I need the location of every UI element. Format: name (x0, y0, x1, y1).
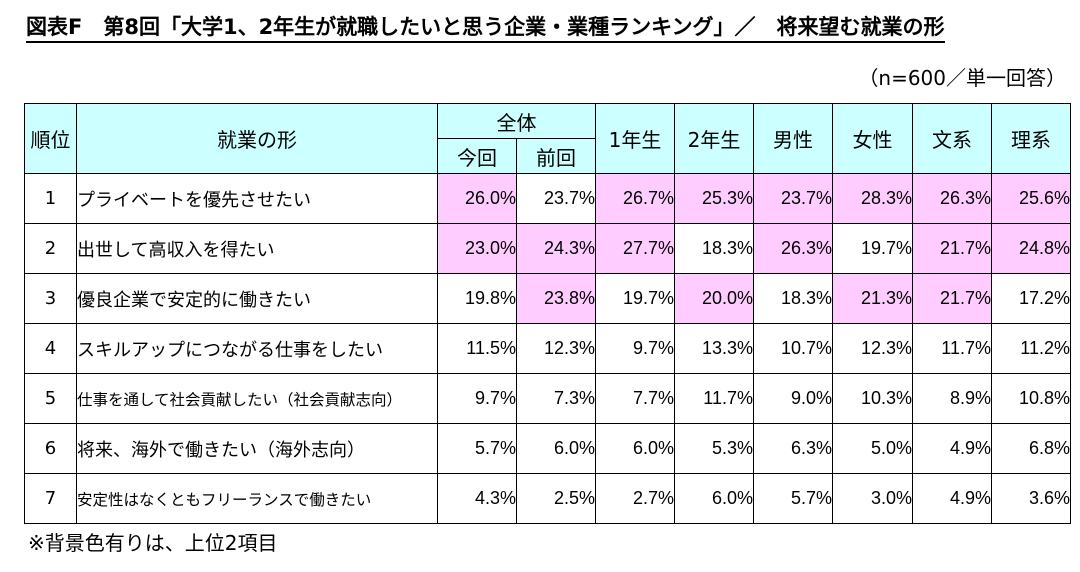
sample-size-note: （n=600／単一回答） (858, 66, 1066, 90)
value-cell: 9.7% (437, 373, 517, 424)
header-year1: 1年生 (595, 103, 675, 174)
value-cell: 10.8% (991, 373, 1071, 424)
value-cell: 25.6% (991, 173, 1071, 224)
table-row: 2 出世して高収入を得たい 23.0% 24.3% 27.7% 18.3% 26.3% 19.… (24, 223, 1071, 274)
value-cell: 10.3% (832, 373, 913, 424)
value-cell: 21.3% (832, 273, 913, 324)
form-cell: 仕事を通して社会貢献したい（社会貢献志向） (76, 373, 438, 424)
rank-cell: 7 (24, 473, 77, 524)
header-female: 女性 (832, 103, 913, 174)
form-cell: 優良企業で安定的に働きたい (76, 273, 438, 324)
value-cell: 3.0% (832, 473, 913, 524)
value-cell: 18.3% (753, 273, 833, 324)
value-cell: 26.3% (753, 223, 833, 274)
value-cell: 24.8% (991, 223, 1071, 274)
value-cell: 23.8% (516, 273, 596, 324)
value-cell: 13.3% (674, 323, 754, 374)
value-cell: 26.0% (437, 173, 517, 224)
value-cell: 19.7% (832, 223, 913, 274)
value-cell: 21.7% (912, 273, 992, 324)
rank-cell: 5 (24, 373, 77, 424)
rank-cell: 4 (24, 323, 77, 374)
value-cell: 23.7% (516, 173, 596, 224)
value-cell: 26.7% (595, 173, 675, 224)
value-cell: 12.3% (516, 323, 596, 374)
value-cell: 9.7% (595, 323, 675, 374)
value-cell: 4.3% (437, 473, 517, 524)
value-cell: 18.3% (674, 223, 754, 274)
table-row: 5 仕事を通して社会貢献したい（社会貢献志向） 9.7% 7.3% 7.7% 11.7% 9… (24, 373, 1071, 424)
table-row: 4 スキルアップにつながる仕事をしたい 11.5% 12.3% 9.7% 13.3% 10.… (24, 323, 1071, 374)
rank-cell: 2 (24, 223, 77, 274)
value-cell: 25.3% (674, 173, 754, 224)
header-humanities: 文系 (912, 103, 992, 174)
value-cell: 6.0% (674, 473, 754, 524)
form-cell: スキルアップにつながる仕事をしたい (76, 323, 438, 374)
value-cell: 11.2% (991, 323, 1071, 374)
header-rank: 順位 (24, 103, 77, 174)
value-cell: 6.8% (991, 423, 1071, 474)
header-previous: 前回 (516, 138, 596, 174)
form-cell: 将来、海外で働きたい（海外志向） (76, 423, 438, 474)
value-cell: 4.9% (912, 423, 992, 474)
table-row: 3 優良企業で安定的に働きたい 19.8% 23.8% 19.7% 20.0% 18.3% 2… (24, 273, 1071, 324)
value-cell: 27.7% (595, 223, 675, 274)
value-cell: 8.9% (912, 373, 992, 424)
ranking-table: 順位 就業の形 全体 1年生 2年生 男性 女性 文系 理系 今回 前回 1 プラ… (24, 103, 1071, 524)
value-cell: 11.7% (674, 373, 754, 424)
value-cell: 5.7% (753, 473, 833, 524)
value-cell: 21.7% (912, 223, 992, 274)
value-cell: 6.0% (516, 423, 596, 474)
rank-cell: 1 (24, 173, 77, 224)
value-cell: 2.7% (595, 473, 675, 524)
table-body: 1 プライベートを優先させたい 26.0% 23.7% 26.7% 25.3% 23.7% 2… (24, 173, 1071, 524)
rank-cell: 3 (24, 273, 77, 324)
table-row: 7 安定性はなくともフリーランスで働きたい 4.3% 2.5% 2.7% 6.0% 5.7%… (24, 473, 1071, 524)
value-cell: 6.3% (753, 423, 833, 474)
value-cell: 7.3% (516, 373, 596, 424)
value-cell: 17.2% (991, 273, 1071, 324)
header-overall: 全体 (437, 103, 596, 139)
value-cell: 28.3% (832, 173, 913, 224)
value-cell: 2.5% (516, 473, 596, 524)
value-cell: 23.0% (437, 223, 517, 274)
value-cell: 6.0% (595, 423, 675, 474)
value-cell: 11.7% (912, 323, 992, 374)
value-cell: 7.7% (595, 373, 675, 424)
header-form: 就業の形 (76, 103, 438, 174)
value-cell: 11.5% (437, 323, 517, 374)
value-cell: 26.3% (912, 173, 992, 224)
form-cell: 出世して高収入を得たい (76, 223, 438, 274)
value-cell: 24.3% (516, 223, 596, 274)
table-row: 6 将来、海外で働きたい（海外志向） 5.7% 6.0% 6.0% 5.3% 6.3% 5.0… (24, 423, 1071, 474)
value-cell: 4.9% (912, 473, 992, 524)
value-cell: 20.0% (674, 273, 754, 324)
form-cell: 安定性はなくともフリーランスで働きたい (76, 473, 438, 524)
value-cell: 3.6% (991, 473, 1071, 524)
value-cell: 19.8% (437, 273, 517, 324)
footnote: ※背景色有りは、上位2項目 (28, 531, 278, 555)
value-cell: 23.7% (753, 173, 833, 224)
header-male: 男性 (753, 103, 833, 174)
value-cell: 19.7% (595, 273, 675, 324)
header-year2: 2年生 (674, 103, 754, 174)
value-cell: 5.7% (437, 423, 517, 474)
rank-cell: 6 (24, 423, 77, 474)
value-cell: 5.0% (832, 423, 913, 474)
form-cell: プライベートを優先させたい (76, 173, 438, 224)
value-cell: 12.3% (832, 323, 913, 374)
header-science: 理系 (991, 103, 1071, 174)
header-current: 今回 (437, 138, 517, 174)
value-cell: 5.3% (674, 423, 754, 474)
value-cell: 10.7% (753, 323, 833, 374)
table-row: 1 プライベートを優先させたい 26.0% 23.7% 26.7% 25.3% 23.7% 2… (24, 173, 1071, 224)
page-title: 図表F 第8回「大学1、2年生が就職したいと思う企業・業種ランキング」／ 将来望… (26, 14, 945, 43)
value-cell: 9.0% (753, 373, 833, 424)
